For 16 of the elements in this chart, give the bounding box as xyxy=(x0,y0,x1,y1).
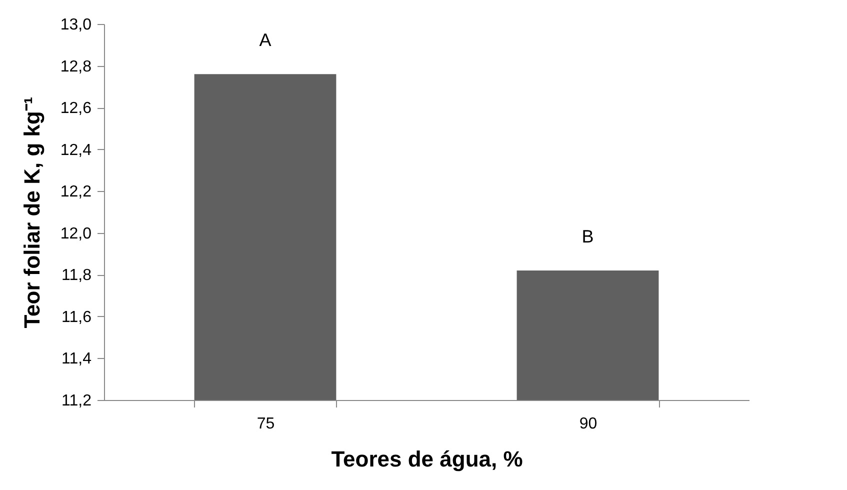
y-tick-label: 11,4 xyxy=(62,350,92,368)
y-tick-label: 12,2 xyxy=(60,184,92,201)
x-tick-label: 75 xyxy=(256,416,275,432)
annotation: A xyxy=(259,30,272,50)
y-tick-label: 13,0 xyxy=(60,16,92,34)
y-axis-title: Teor foliar de K, g kg⁻¹ xyxy=(19,96,44,328)
y-tick-label: 12,4 xyxy=(60,142,92,159)
y-tick-label: 12,0 xyxy=(60,225,92,242)
y-tick-label: 12,8 xyxy=(60,58,92,76)
x-tick-label: 90 xyxy=(579,416,598,432)
y-tick-label: 11,8 xyxy=(62,267,92,284)
y-tick-label: 11,6 xyxy=(62,308,92,326)
x-axis-title: Teores de água, % xyxy=(331,446,523,472)
annotation: B xyxy=(582,226,594,246)
y-tick-label: 12,6 xyxy=(60,100,92,118)
y-tick-label: 11,2 xyxy=(62,392,92,410)
